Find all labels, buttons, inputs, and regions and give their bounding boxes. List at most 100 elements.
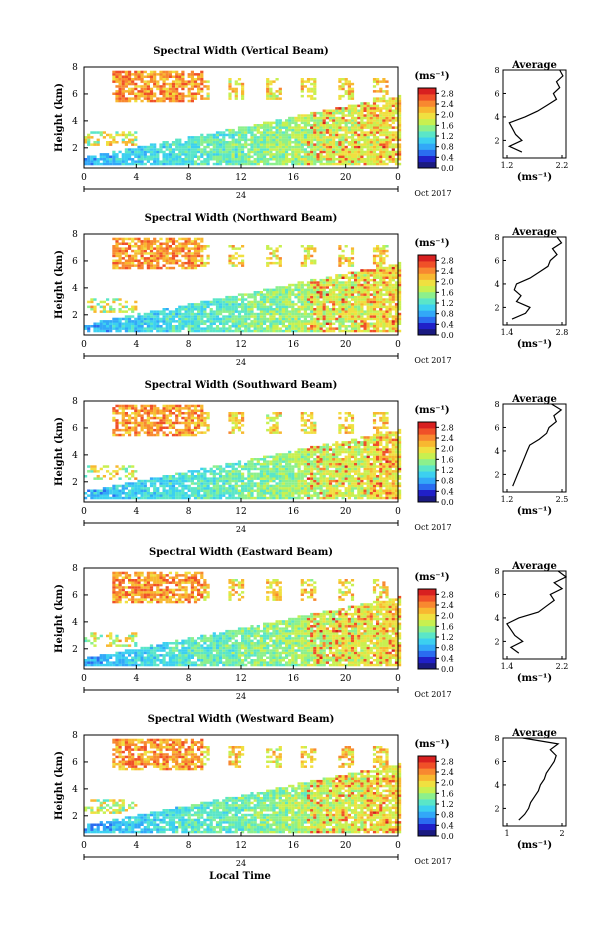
- profile-y-tick-label: 2: [494, 637, 499, 646]
- y-tick-label: 8: [72, 63, 78, 73]
- x-tick-label: 0: [395, 340, 401, 350]
- colorbar-swatch: [418, 446, 436, 454]
- profile-frame: [502, 403, 567, 493]
- colorbar-unit: (ms⁻¹): [414, 572, 449, 583]
- colorbar-swatch: [418, 829, 436, 837]
- x-tick-label: 0: [81, 173, 87, 183]
- colorbar-swatch: [418, 304, 436, 311]
- colorbar-tick-label: 2.4: [441, 100, 454, 109]
- colorbar-swatch: [418, 589, 436, 596]
- x-tick-label: 0: [395, 674, 401, 684]
- panel-5: Spectral Width (Westward Beam)0 4 8 12 16 20 0…: [54, 714, 567, 868]
- heatmap-cells: [84, 237, 402, 333]
- colorbar: (ms⁻¹) 2.8 2.4 2.01.6 1.2 0.80.4 0.0: [414, 572, 453, 674]
- colorbar-swatch: [418, 477, 436, 484]
- colorbar-tick-label: 1.2: [441, 800, 454, 809]
- colorbar-swatch: [418, 638, 436, 645]
- x-tick-label: 0: [395, 841, 401, 851]
- colorbar-tick-label: 2.4: [441, 434, 454, 443]
- colorbar-tick-label: 2.0: [441, 612, 454, 621]
- profile-x-tick-label: 2.2: [556, 161, 569, 170]
- y-tick-label: 2: [72, 478, 78, 488]
- colorbar-swatch: [418, 118, 436, 126]
- colorbar-swatch: [418, 595, 436, 602]
- colorbar-tick-label: 0.0: [441, 665, 454, 674]
- colorbar-frame: [417, 87, 437, 169]
- colorbar-swatch: [418, 786, 436, 794]
- profile-line: [511, 236, 563, 320]
- y-axis-label: Height (km): [54, 417, 65, 486]
- x-tick-label: 0: [81, 841, 87, 851]
- x-tick-label: 8: [186, 507, 192, 517]
- profile-y-tick-label: 8: [494, 233, 499, 242]
- panel-3: Spectral Width (Southward Beam)0 4 8 12 16 20…: [54, 380, 568, 534]
- y-ticks: 2 4 6 8: [72, 397, 88, 488]
- profile-x-label: (ms⁻¹): [517, 172, 552, 183]
- colorbar-tick-label: 1.2: [441, 466, 454, 475]
- colorbar-swatch: [418, 422, 436, 429]
- y-tick-label: 6: [72, 758, 78, 768]
- x-ticks: 0 4 8 12 16 20 0: [81, 331, 401, 350]
- profile-y-tick-label: 6: [494, 590, 499, 599]
- x-tick-label: 0: [81, 507, 87, 517]
- colorbar-swatch: [418, 155, 436, 163]
- colorbar-tick-label: 1.6: [441, 455, 454, 464]
- profile-x-label: (ms⁻¹): [517, 840, 552, 851]
- colorbar-swatch: [418, 261, 436, 268]
- y-tick-label: 8: [72, 397, 78, 407]
- profile-y-tick-label: 4: [494, 280, 499, 289]
- colorbar-tick-label: 2.0: [441, 779, 454, 788]
- profile-line: [512, 403, 563, 487]
- colorbar-swatch: [418, 811, 436, 818]
- date-marker: 24: [236, 525, 246, 534]
- colorbar: (ms⁻¹) 2.8 2.4 2.01.6 1.2 0.80.4 0.0: [414, 238, 453, 340]
- profile-title: Average: [511, 561, 557, 572]
- profile-x-tick-label: 2.8: [556, 328, 569, 337]
- y-tick-label: 6: [72, 257, 78, 267]
- profile-y-tick-label: 2: [494, 470, 499, 479]
- x-tick-label: 16: [288, 340, 300, 350]
- x-tick-label: 16: [288, 173, 300, 183]
- x-ticks: 0 4 8 12 16 20 0: [81, 498, 401, 517]
- colorbar-tick-label: 0.8: [441, 143, 454, 152]
- colorbar-swatch: [418, 489, 436, 497]
- x-tick-label: 8: [186, 173, 192, 183]
- colorbar-tick-label: 1.6: [441, 288, 454, 297]
- colorbar-swatch: [418, 471, 436, 478]
- colorbar-swatch: [418, 328, 436, 336]
- colorbar-swatch: [418, 440, 436, 447]
- profile-y-tick-label: 2: [494, 303, 499, 312]
- colorbar-swatch: [418, 291, 436, 299]
- colorbar-tick-label: 0.0: [441, 331, 454, 340]
- y-tick-label: 4: [72, 117, 78, 127]
- colorbar-swatch: [418, 310, 436, 317]
- profile-x-tick-label: 1.4: [501, 328, 514, 337]
- x-tick-label: 4: [133, 340, 139, 350]
- colorbar-swatch: [418, 279, 436, 287]
- colorbar-tick-label: 2.8: [441, 590, 454, 599]
- colorbar-tick-label: 2.8: [441, 256, 454, 265]
- x-axis-label: Local Time: [209, 871, 271, 882]
- colorbar-tick-label: 0.4: [441, 320, 454, 329]
- profile-title: Average: [511, 227, 557, 238]
- profile-y-tick-label: 8: [494, 66, 499, 75]
- y-tick-label: 8: [72, 564, 78, 574]
- y-tick-label: 8: [72, 731, 78, 741]
- y-ticks: 2 4 6 8: [72, 63, 88, 154]
- x-tick-label: 16: [288, 674, 300, 684]
- x-ticks: 0 4 8 12 16 20 0: [81, 164, 401, 183]
- colorbar-swatch: [418, 255, 436, 262]
- x-tick-label: 4: [133, 173, 139, 183]
- colorbar-swatch: [418, 650, 436, 657]
- colorbar-tick-label: 1.6: [441, 789, 454, 798]
- x-tick-label: 0: [81, 340, 87, 350]
- colorbar-swatch: [418, 774, 436, 781]
- colorbar-tick-label: 0.8: [441, 477, 454, 486]
- colorbar-tick-label: 2.4: [441, 768, 454, 777]
- panel-4: Spectral Width (Eastward Beam)0 4 8 12 16 20 0…: [54, 547, 568, 701]
- profile-x-tick-label: 1.2: [501, 495, 514, 504]
- profile-title: Average: [511, 60, 557, 71]
- heatmap-cells: [84, 738, 402, 834]
- x-tick-label: 12: [235, 674, 246, 684]
- y-tick-label: 2: [72, 311, 78, 321]
